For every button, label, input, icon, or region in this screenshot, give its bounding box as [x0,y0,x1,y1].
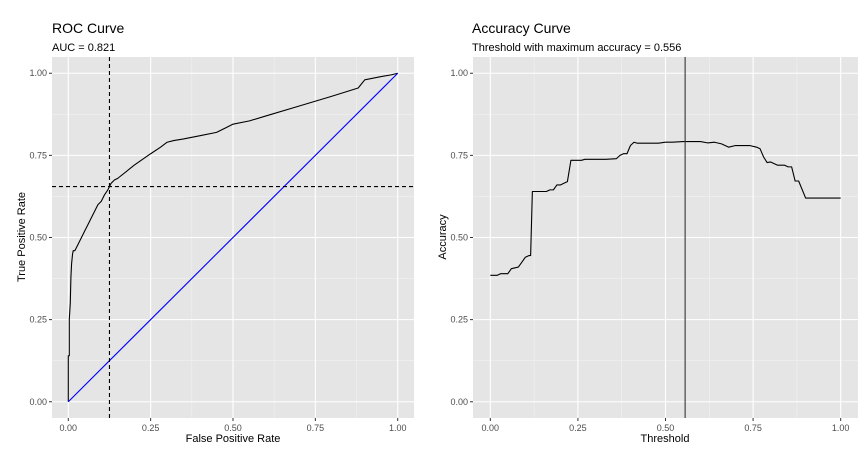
roc-y-tick-label: 0.50 [29,233,47,243]
accuracy-y-tick-label: 0.50 [450,233,468,243]
roc-y-axis-title: True Positive Rate [16,192,28,282]
accuracy-y-tick-label: 1.00 [450,68,468,78]
roc-plot-panel: 0.00 0.25 0.50 0.75 1.00 0.00 0.25 0.50 0.75 1.00 [29,57,414,433]
accuracy-x-tick-label: 0.25 [569,423,587,433]
roc-y-tick-label: 0.75 [29,150,47,160]
roc-y-tick-label: 0.00 [29,397,47,407]
accuracy-plot-panel: 0.00 0.25 0.50 0.75 1.00 0.00 0.25 0.50 0.75 1.00 [450,57,858,433]
accuracy-x-tick-label: 0.75 [744,423,762,433]
accuracy-title: Accuracy Curve [472,20,571,36]
roc-x-tick-label: 0.00 [60,423,78,433]
accuracy-x-axis-title: Threshold [641,433,690,445]
roc-y-tick-label: 1.00 [29,68,47,78]
roc-x-tick-label: 1.00 [389,423,407,433]
accuracy-subtitle: Threshold with maximum accuracy = 0.556 [472,42,681,54]
accuracy-y-axis-title: Accuracy [437,214,449,260]
accuracy-x-tick-label: 0.50 [657,423,675,433]
roc-x-axis-title: False Positive Rate [186,433,281,445]
roc-series-line-1 [67,72,399,403]
roc-y-tick-label: 0.25 [29,315,47,325]
accuracy-y-tick-label: 0.00 [450,397,468,407]
roc-x-tick-label: 0.75 [307,423,325,433]
accuracy-x-tick-label: 1.00 [832,423,850,433]
roc-title: ROC Curve [52,20,125,36]
accuracy-y-tick-label: 0.75 [450,150,468,160]
roc-subtitle: AUC = 0.821 [52,42,115,54]
accuracy-x-tick-label: 0.00 [482,423,500,433]
accuracy-series-line-0 [490,141,841,276]
accuracy-y-tick-label: 0.25 [450,315,468,325]
roc-x-tick-label: 0.25 [142,423,160,433]
roc-x-tick-label: 0.50 [224,423,242,433]
